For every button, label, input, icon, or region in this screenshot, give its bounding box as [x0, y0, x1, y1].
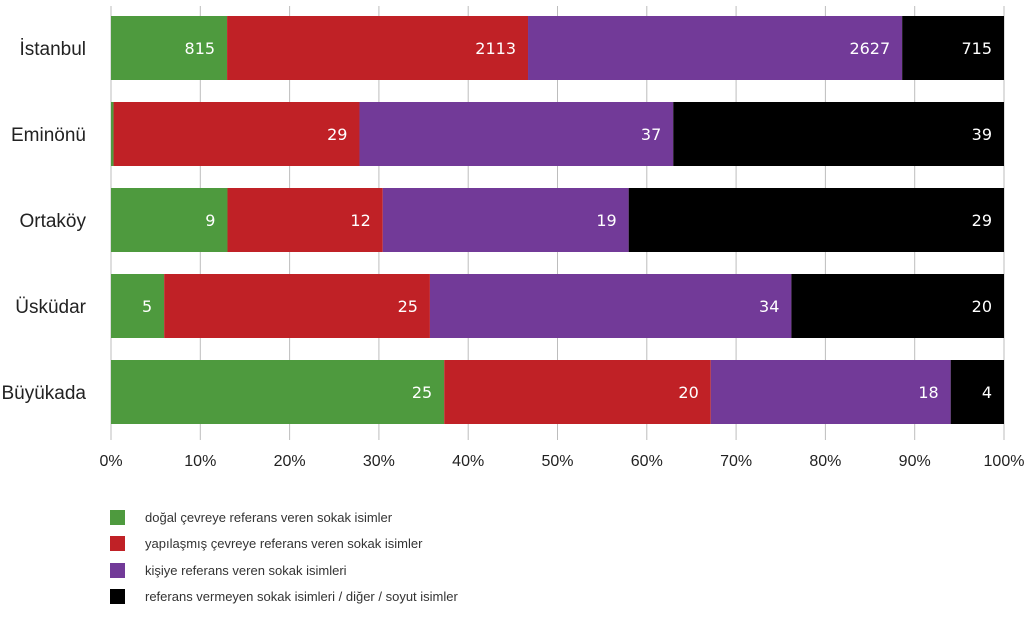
x-tick-label: 80% — [809, 453, 841, 470]
legend-swatch-red — [110, 536, 125, 551]
bar-segment — [673, 102, 1004, 166]
legend-item-person: kişiye referans veren sokak isimleri — [110, 558, 458, 582]
category-label: Ortaköy — [19, 211, 86, 232]
legend-swatch-purple — [110, 562, 125, 578]
x-tick-label: 50% — [541, 453, 573, 470]
data-label: 815 — [185, 39, 216, 58]
category-label: Büyükada — [1, 383, 86, 404]
bar-segment — [382, 188, 629, 252]
x-tick-label: 40% — [452, 453, 484, 470]
x-tick-label: 10% — [184, 453, 216, 470]
data-label: 9 — [205, 211, 215, 230]
bar-segment — [164, 274, 430, 338]
x-tick-label: 90% — [899, 453, 931, 470]
data-label: 18 — [918, 383, 938, 402]
legend-label: kişiye referans veren sokak isimleri — [145, 562, 347, 578]
legend-item-built: yapılaşmış çevreye referans veren sokak … — [110, 532, 458, 556]
category-label: Üsküdar — [15, 297, 86, 318]
legend-swatch-black — [110, 589, 125, 604]
legend-label: referans vermeyen sokak isimleri / diğer… — [145, 589, 458, 604]
data-label: 2627 — [849, 39, 890, 58]
data-label: 715 — [961, 39, 992, 58]
bar-segment — [359, 102, 674, 166]
legend-label: doğal çevreye referans veren sokak isiml… — [145, 509, 393, 525]
x-tick-label: 100% — [984, 453, 1025, 470]
data-label: 20 — [972, 297, 992, 316]
x-tick-label: 30% — [363, 453, 395, 470]
bar-segment — [791, 274, 1004, 338]
data-label: 37 — [641, 125, 661, 144]
data-label: 2113 — [475, 39, 516, 58]
bar-segment — [429, 274, 792, 338]
legend-swatch-green — [110, 509, 125, 525]
bar-segment — [528, 16, 903, 80]
data-labels: 815 2113 2627 715 29 37 39 9 12 19 29 5 25 34 20 25 20 18… — [142, 39, 992, 402]
bar-segment — [710, 360, 951, 424]
legend-item-other: referans vermeyen sokak isimleri / diğer… — [110, 585, 458, 609]
legend: doğal çevreye referans veren sokak isiml… — [110, 505, 458, 611]
bar-segment — [902, 16, 1004, 80]
bar-segment — [111, 102, 114, 166]
data-label: 19 — [596, 211, 616, 230]
category-label: Eminönü — [11, 125, 86, 146]
data-label: 12 — [350, 211, 370, 230]
legend-label: yapılaşmış çevreye referans veren sokak … — [145, 536, 423, 551]
bar-segment — [227, 16, 529, 80]
x-tick-label: 0% — [99, 453, 122, 470]
data-label: 39 — [972, 125, 992, 144]
bar-segment — [113, 102, 360, 166]
data-label: 4 — [982, 383, 992, 402]
bar-segment — [227, 188, 383, 252]
x-tick-label: 20% — [274, 453, 306, 470]
bar-segment — [111, 16, 228, 80]
stacked-bar-chart: 815 2113 2627 715 29 37 39 9 12 19 29 5 25 34 20 25 20 18… — [1, 6, 1024, 470]
legend-item-natural: doğal çevreye referans veren sokak isiml… — [110, 505, 458, 529]
bar-segment — [444, 360, 711, 424]
data-label: 34 — [759, 297, 779, 316]
data-label: 29 — [327, 125, 347, 144]
bar-segment — [628, 188, 1004, 252]
data-label: 25 — [398, 297, 418, 316]
bar-segment — [111, 274, 165, 338]
category-label: İstanbul — [19, 39, 86, 60]
data-label: 29 — [972, 211, 992, 230]
x-tick-label: 60% — [631, 453, 663, 470]
data-label: 5 — [142, 297, 152, 316]
bar-segment — [111, 360, 445, 424]
bars — [111, 16, 1004, 424]
data-label: 20 — [678, 383, 698, 402]
x-tick-label: 70% — [720, 453, 752, 470]
bar-segment — [950, 360, 1004, 424]
data-label: 25 — [412, 383, 432, 402]
x-tick-labels: 0% 10% 20% 30% 40% 50% 60% 70% 80% 90% 100% — [99, 453, 1024, 470]
bar-segment — [111, 188, 228, 252]
category-labels: İstanbul Eminönü Ortaköy Üsküdar Büyükada — [1, 39, 86, 404]
